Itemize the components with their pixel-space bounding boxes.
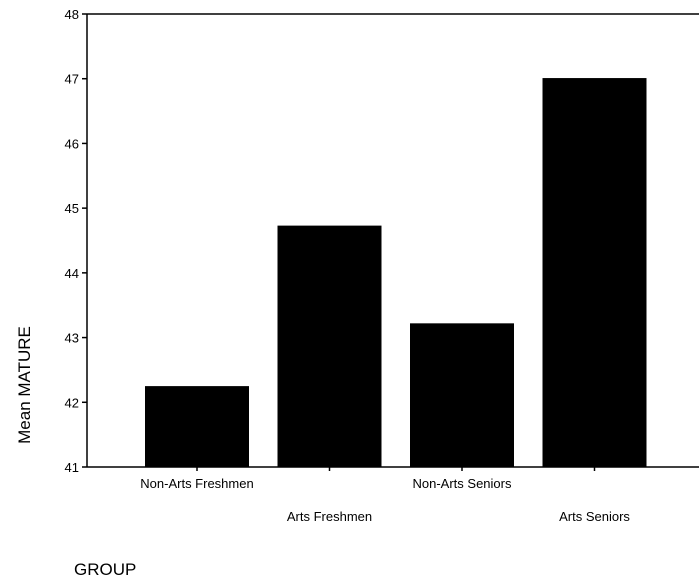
y-tick-label: 43 [65,331,79,346]
x-category-label: Arts Seniors [559,509,630,524]
x-axis-title: GROUP [74,560,136,579]
y-axis-title: Mean MATURE [15,326,34,444]
bar [277,225,382,467]
y-tick-label: 47 [65,72,79,87]
bar [542,78,647,468]
y-tick-label: 46 [65,136,79,151]
x-category-label: Arts Freshmen [287,509,372,524]
y-tick-label: 44 [65,266,79,281]
x-category-label: Non-Arts Freshmen [140,476,253,491]
bar [410,323,514,467]
y-tick-label: 48 [65,7,79,22]
y-tick-label: 41 [65,460,79,475]
y-axis-ticks: 41 42 43 44 45 46 47 48 [65,7,87,475]
x-axis-ticks: Non-Arts Freshmen Arts Freshmen Non-Arts S… [140,467,630,524]
bars [145,78,647,468]
y-tick-label: 42 [65,395,79,410]
x-category-label: Non-Arts Seniors [413,476,512,491]
y-tick-label: 45 [65,201,79,216]
bar [145,386,249,467]
